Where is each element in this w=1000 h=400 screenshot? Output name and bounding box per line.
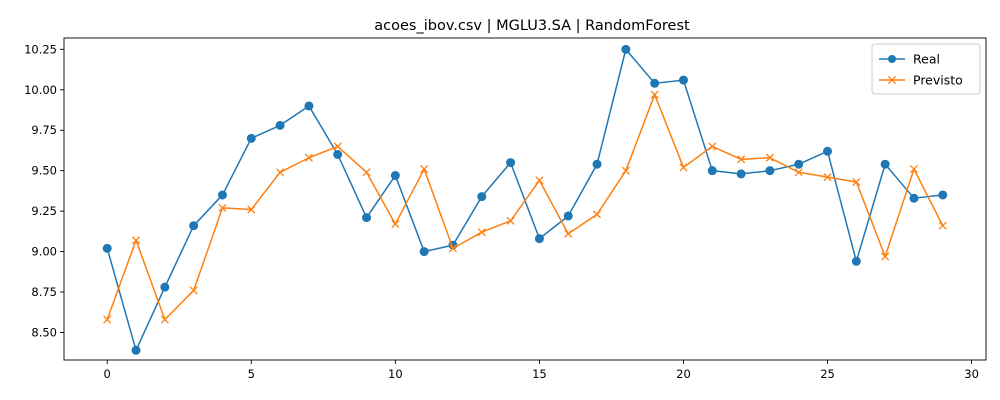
series-previsto	[103, 90, 947, 324]
data-point	[650, 90, 659, 99]
data-point	[247, 205, 256, 214]
data-point	[737, 155, 746, 164]
y-tick-label: 10.25	[24, 42, 57, 56]
data-point	[736, 169, 746, 179]
data-point	[765, 153, 774, 162]
y-tick-label: 8.50	[31, 325, 57, 339]
data-point	[419, 247, 429, 257]
data-point	[909, 193, 919, 203]
data-point	[246, 133, 256, 143]
data-point	[102, 243, 112, 253]
data-point	[881, 252, 890, 261]
y-tick-label: 9.50	[31, 164, 57, 178]
data-point	[160, 282, 170, 292]
data-point	[304, 153, 313, 162]
data-point	[333, 142, 342, 151]
plot-area	[63, 37, 987, 361]
x-tick-label: 20	[676, 367, 691, 381]
data-point	[218, 203, 227, 212]
data-point	[160, 315, 169, 324]
data-point	[506, 158, 516, 168]
data-point	[592, 210, 602, 219]
legend-label: Previsto	[913, 73, 963, 88]
data-point	[333, 150, 343, 160]
legend-item: Previsto	[879, 73, 963, 88]
data-point	[275, 120, 285, 130]
data-point	[276, 168, 285, 177]
legend-box	[871, 43, 981, 95]
y-tick-label: 9.75	[31, 123, 57, 137]
data-point	[650, 78, 660, 88]
series-layer	[102, 44, 948, 355]
data-point	[103, 315, 112, 324]
data-point	[621, 44, 631, 54]
data-point	[679, 163, 688, 172]
data-point	[852, 177, 861, 187]
data-point	[535, 176, 544, 185]
legend-marker	[888, 55, 896, 63]
y-tick-label: 9.25	[31, 204, 57, 218]
data-point	[794, 159, 804, 169]
data-point	[534, 234, 544, 244]
data-point	[564, 229, 573, 238]
series-line	[106, 93, 944, 321]
data-point	[708, 142, 717, 151]
data-point	[707, 166, 717, 176]
y-tick-label: 10.00	[24, 83, 57, 97]
legend-item: Real	[879, 52, 940, 67]
data-point	[563, 211, 573, 221]
x-tick-label: 15	[532, 367, 547, 381]
data-point	[823, 146, 833, 156]
x-tick-label: 10	[388, 367, 403, 381]
data-point	[477, 228, 486, 237]
legend: Real Previsto	[871, 43, 981, 95]
data-point	[678, 75, 688, 85]
data-point	[823, 173, 832, 182]
data-point	[506, 216, 515, 225]
data-point	[304, 101, 314, 111]
data-point	[938, 221, 947, 230]
y-tick-label: 8.75	[31, 285, 57, 299]
data-point	[592, 159, 602, 169]
data-point	[362, 168, 371, 177]
axes: 0 5 10 15 20 25 30 8.50 8.75 9.00 9.25 9.50 9.75 10.0…	[24, 42, 979, 381]
data-point	[189, 286, 198, 295]
legend-label: Real	[913, 52, 940, 67]
data-point	[131, 236, 141, 245]
data-point	[448, 244, 458, 253]
data-point	[477, 192, 487, 202]
data-point	[362, 213, 372, 223]
data-point	[420, 165, 429, 174]
data-point	[189, 221, 199, 231]
legend-marker	[887, 75, 897, 85]
data-point	[390, 171, 400, 181]
data-point	[391, 220, 400, 229]
x-tick-label: 30	[964, 367, 979, 381]
x-tick-label: 25	[820, 367, 835, 381]
data-point	[938, 190, 948, 200]
data-point	[794, 168, 803, 177]
chart-title: acoes_ibov.csv | MGLU3.SA | RandomForest	[374, 18, 690, 34]
data-point	[909, 165, 919, 174]
data-point	[851, 256, 861, 266]
plot-frame	[63, 37, 987, 361]
y-tick-label: 9.00	[31, 245, 57, 259]
data-point	[217, 190, 227, 200]
data-point	[765, 166, 775, 176]
data-point	[131, 345, 141, 355]
data-point	[880, 159, 890, 169]
x-tick-label: 5	[248, 367, 255, 381]
x-tick-label: 0	[104, 367, 111, 381]
data-point	[621, 166, 630, 175]
